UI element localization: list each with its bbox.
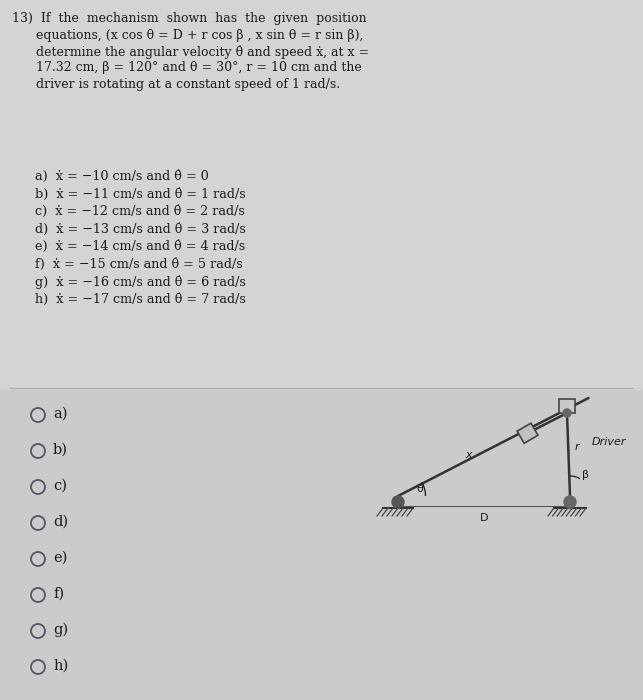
Bar	[517, 423, 538, 443]
Circle shape	[563, 409, 571, 417]
Circle shape	[564, 496, 576, 508]
Text: 17.32 cm, β = 120° and θ = 30°, r = 10 cm and the: 17.32 cm, β = 120° and θ = 30°, r = 10 c…	[12, 62, 362, 74]
Text: x: x	[466, 450, 472, 460]
Text: D: D	[480, 513, 488, 523]
Text: β: β	[582, 470, 589, 480]
Text: a)  ẋ = −10 cm/s and θ̇ = 0: a) ẋ = −10 cm/s and θ̇ = 0	[35, 170, 209, 183]
Text: b)  ẋ = −11 cm/s and θ̇ = 1 rad/s: b) ẋ = −11 cm/s and θ̇ = 1 rad/s	[35, 188, 246, 200]
Text: c)  ẋ = −12 cm/s and θ̇ = 2 rad/s: c) ẋ = −12 cm/s and θ̇ = 2 rad/s	[35, 205, 245, 218]
Bar	[559, 399, 575, 413]
Text: d)  ẋ = −13 cm/s and θ̇ = 3 rad/s: d) ẋ = −13 cm/s and θ̇ = 3 rad/s	[35, 223, 246, 235]
Text: equations, (x cos θ = D + r cos β , x sin θ = r sin β),: equations, (x cos θ = D + r cos β , x si…	[12, 29, 363, 41]
Text: 13)  If  the  mechanism  shown  has  the  given  position: 13) If the mechanism shown has the given…	[12, 12, 367, 25]
Bar	[0, 390, 643, 700]
Text: b): b)	[53, 443, 68, 457]
Text: determine the angular velocity θ̇ and speed ẋ, at x =: determine the angular velocity θ̇ and sp…	[12, 45, 369, 59]
Text: e)  ẋ = −14 cm/s and θ̇ = 4 rad/s: e) ẋ = −14 cm/s and θ̇ = 4 rad/s	[35, 240, 245, 253]
Text: e): e)	[53, 551, 68, 565]
Text: Driver: Driver	[592, 437, 626, 447]
Text: f)  ẋ = −15 cm/s and θ̇ = 5 rad/s: f) ẋ = −15 cm/s and θ̇ = 5 rad/s	[35, 258, 243, 270]
Text: c): c)	[53, 479, 67, 493]
Bar	[0, 0, 643, 390]
Text: a): a)	[53, 407, 68, 421]
Text: d): d)	[53, 515, 68, 529]
Circle shape	[392, 496, 404, 508]
Text: f): f)	[53, 587, 64, 601]
Text: h)  ẋ = −17 cm/s and θ̇ = 7 rad/s: h) ẋ = −17 cm/s and θ̇ = 7 rad/s	[35, 293, 246, 305]
Text: θ: θ	[416, 484, 422, 494]
Text: h): h)	[53, 659, 68, 673]
Text: driver is rotating at a constant speed of 1 rad/s.: driver is rotating at a constant speed o…	[12, 78, 340, 91]
Text: g)  ẋ = −16 cm/s and θ̇ = 6 rad/s: g) ẋ = −16 cm/s and θ̇ = 6 rad/s	[35, 275, 246, 289]
Text: g): g)	[53, 623, 68, 637]
Text: r: r	[575, 442, 579, 452]
